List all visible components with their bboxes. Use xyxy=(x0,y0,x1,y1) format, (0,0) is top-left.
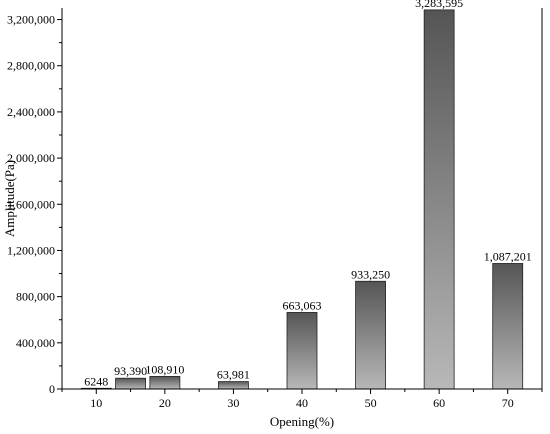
bar-2 xyxy=(149,376,181,390)
data-label-2: 108,910 xyxy=(145,362,184,376)
x-tick-label-3: 40 xyxy=(296,396,308,410)
bar-6 xyxy=(423,9,455,390)
bars-layer xyxy=(80,9,524,390)
y-tick-label-6: 2,400,000 xyxy=(7,105,55,119)
data-label-5: 933,250 xyxy=(351,267,390,281)
x-axis-title: Opening(%) xyxy=(270,414,334,429)
x-tick-label-2: 30 xyxy=(227,396,239,410)
x-tick-label-5: 60 xyxy=(433,396,445,410)
data-label-0: 6248 xyxy=(84,374,108,388)
y-tick-label-0: 0 xyxy=(49,382,55,396)
data-label-4: 663,063 xyxy=(283,298,322,312)
bar-4 xyxy=(286,312,318,390)
data-label-7: 1,087,201 xyxy=(484,249,532,263)
y-tick-label-5: 2,000,000 xyxy=(7,151,55,165)
y-tick-label-2: 800,000 xyxy=(16,290,55,304)
x-tick-label-1: 20 xyxy=(159,396,171,410)
bar-1 xyxy=(115,377,146,390)
y-tick-label-1: 400,000 xyxy=(16,336,55,350)
y-tick-label-8: 3,200,000 xyxy=(7,13,55,27)
y-ticks: 0 400,000 800,000 1,200,000 1,600,000 2,000,0… xyxy=(7,13,62,396)
y-axis-title: Amplitude(Pa) xyxy=(2,160,17,237)
x-tick-label-4: 50 xyxy=(365,396,377,410)
data-label-6: 3,283,595 xyxy=(415,0,463,10)
y-tick-label-4: 1,600,000 xyxy=(7,197,55,211)
x-ticks: 10 20 30 40 50 60 70 xyxy=(61,389,543,410)
x-tick-label-0: 10 xyxy=(90,396,102,410)
bar-5 xyxy=(355,280,386,390)
y-tick-label-7: 2,800,000 xyxy=(7,59,55,73)
bar-3 xyxy=(218,381,249,390)
data-label-3: 63,981 xyxy=(217,368,250,382)
y-tick-label-3: 1,200,000 xyxy=(7,243,55,257)
bar-7 xyxy=(492,263,524,390)
data-label-1: 93,390 xyxy=(114,364,147,378)
x-tick-label-6: 70 xyxy=(502,396,514,410)
